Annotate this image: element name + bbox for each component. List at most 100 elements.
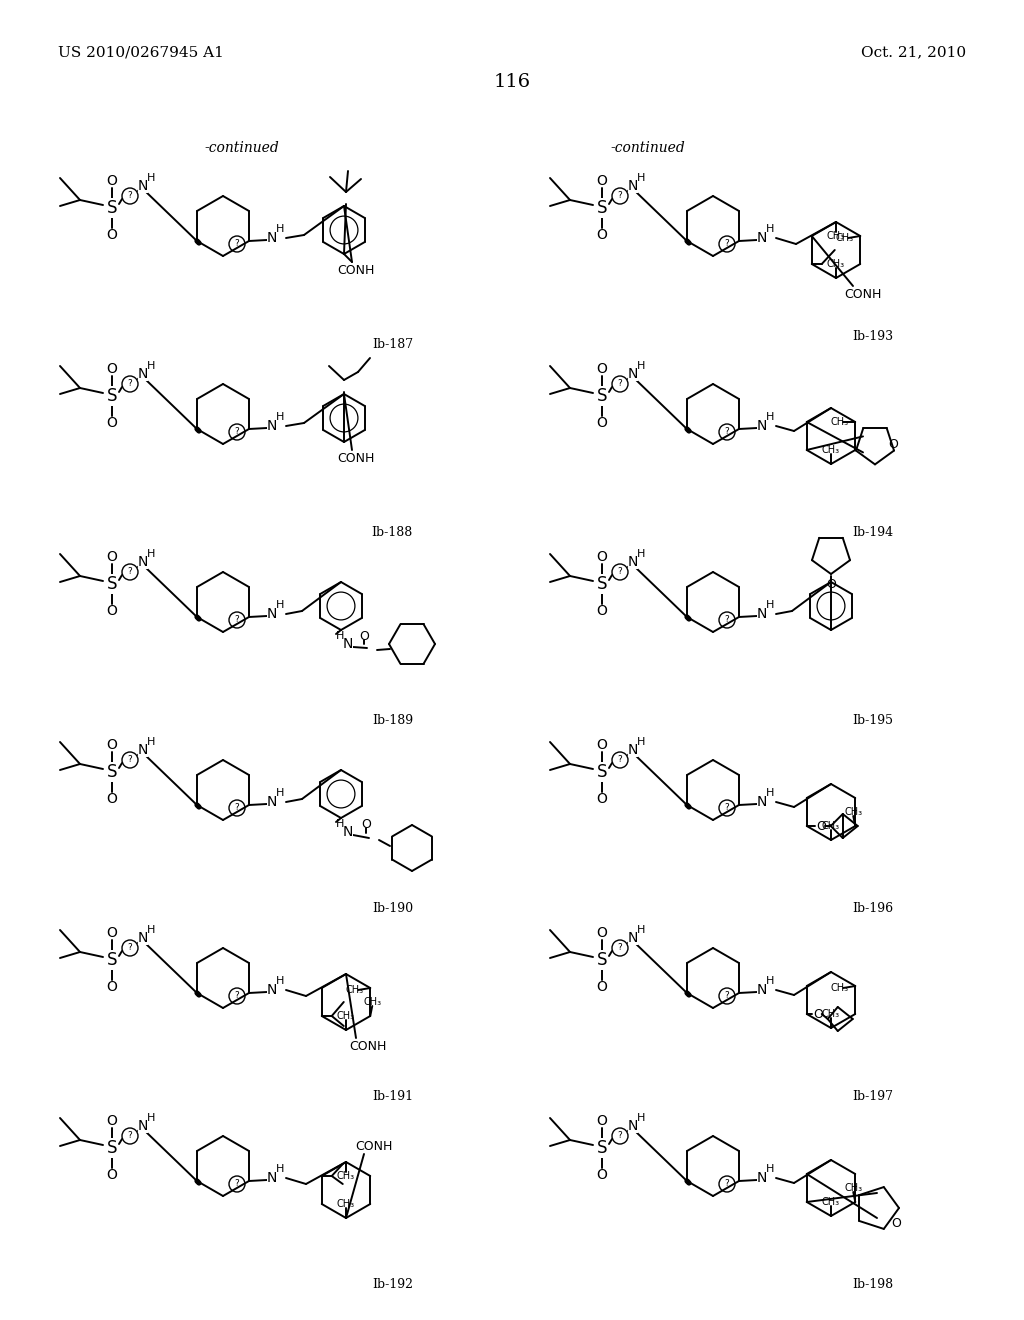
Text: S: S (597, 1139, 607, 1158)
Text: H: H (766, 788, 774, 799)
Text: H: H (637, 173, 645, 183)
Text: N: N (628, 554, 638, 569)
Text: CONH: CONH (845, 288, 882, 301)
Text: N: N (628, 180, 638, 193)
Text: H: H (336, 631, 344, 642)
Text: S: S (597, 387, 607, 405)
Text: CH₃: CH₃ (822, 821, 840, 832)
Text: O: O (106, 416, 118, 430)
Text: ?: ? (617, 944, 623, 953)
Text: CONH: CONH (355, 1139, 392, 1152)
Text: H: H (146, 360, 156, 371)
Text: S: S (597, 950, 607, 969)
Text: CH₃: CH₃ (337, 1199, 355, 1209)
Text: Ib-187: Ib-187 (372, 338, 413, 351)
Text: O: O (597, 792, 607, 807)
Text: ?: ? (725, 1180, 729, 1188)
Text: CH₃: CH₃ (337, 1171, 355, 1181)
Text: CH₃: CH₃ (844, 807, 862, 817)
Text: Ib-192: Ib-192 (372, 1278, 413, 1291)
Text: O: O (597, 979, 607, 994)
Text: 116: 116 (494, 73, 530, 91)
Text: ?: ? (234, 239, 240, 248)
Text: ?: ? (234, 428, 240, 437)
Text: CH₃: CH₃ (827, 259, 845, 269)
Text: CH₃: CH₃ (345, 985, 364, 995)
Text: O: O (826, 578, 836, 590)
Text: N: N (628, 931, 638, 945)
Text: N: N (138, 554, 148, 569)
Text: O: O (106, 738, 118, 752)
Text: O: O (597, 1114, 607, 1129)
Text: H: H (766, 1164, 774, 1173)
Text: O: O (106, 927, 118, 940)
Text: O: O (106, 174, 118, 187)
Text: O: O (816, 820, 825, 833)
Text: H: H (336, 818, 344, 829)
Text: ?: ? (128, 568, 132, 577)
Text: Oct. 21, 2010: Oct. 21, 2010 (861, 45, 966, 59)
Text: ?: ? (725, 991, 729, 1001)
Text: O: O (891, 1217, 901, 1230)
Text: ?: ? (128, 191, 132, 201)
Text: H: H (637, 737, 645, 747)
Text: ?: ? (725, 615, 729, 624)
Text: O: O (813, 1007, 822, 1020)
Text: N: N (267, 795, 278, 809)
Text: US 2010/0267945 A1: US 2010/0267945 A1 (58, 45, 224, 59)
Text: S: S (106, 1139, 118, 1158)
Text: O: O (597, 416, 607, 430)
Text: N: N (138, 743, 148, 756)
Text: ?: ? (617, 191, 623, 201)
Text: N: N (757, 607, 767, 620)
Text: ?: ? (725, 239, 729, 248)
Text: ?: ? (725, 804, 729, 813)
Text: Ib-191: Ib-191 (372, 1089, 413, 1102)
Text: H: H (275, 1164, 285, 1173)
Text: O: O (106, 605, 118, 618)
Text: ?: ? (617, 1131, 623, 1140)
Text: N: N (343, 825, 353, 840)
Text: N: N (628, 743, 638, 756)
Text: S: S (106, 576, 118, 593)
Text: CH₃: CH₃ (844, 1183, 862, 1193)
Text: O: O (597, 362, 607, 376)
Text: S: S (597, 199, 607, 216)
Text: -continued: -continued (610, 141, 685, 154)
Text: ?: ? (128, 755, 132, 764)
Text: CH₃: CH₃ (830, 417, 848, 426)
Text: O: O (106, 228, 118, 242)
Text: N: N (267, 607, 278, 620)
Text: CH₃: CH₃ (364, 997, 381, 1007)
Text: H: H (766, 975, 774, 986)
Text: CONH: CONH (337, 264, 375, 276)
Text: H: H (146, 737, 156, 747)
Text: O: O (359, 630, 369, 643)
Text: O: O (888, 438, 898, 451)
Text: ?: ? (234, 991, 240, 1001)
Text: H: H (637, 360, 645, 371)
Text: N: N (138, 180, 148, 193)
Text: S: S (106, 199, 118, 216)
Text: O: O (106, 362, 118, 376)
Text: N: N (267, 231, 278, 246)
Text: CH₃: CH₃ (822, 1197, 840, 1206)
Text: H: H (766, 412, 774, 422)
Text: N: N (757, 795, 767, 809)
Text: O: O (597, 605, 607, 618)
Text: S: S (106, 950, 118, 969)
Text: CH₃: CH₃ (827, 231, 845, 242)
Text: S: S (106, 387, 118, 405)
Text: O: O (106, 1114, 118, 1129)
Text: N: N (138, 1119, 148, 1133)
Text: O: O (106, 550, 118, 564)
Text: H: H (637, 925, 645, 935)
Text: H: H (146, 173, 156, 183)
Text: CH₃: CH₃ (822, 1008, 840, 1019)
Text: Ib-196: Ib-196 (852, 902, 893, 915)
Text: Ib-190: Ib-190 (372, 902, 413, 915)
Text: H: H (275, 788, 285, 799)
Text: O: O (597, 1168, 607, 1181)
Text: ?: ? (128, 944, 132, 953)
Text: O: O (597, 927, 607, 940)
